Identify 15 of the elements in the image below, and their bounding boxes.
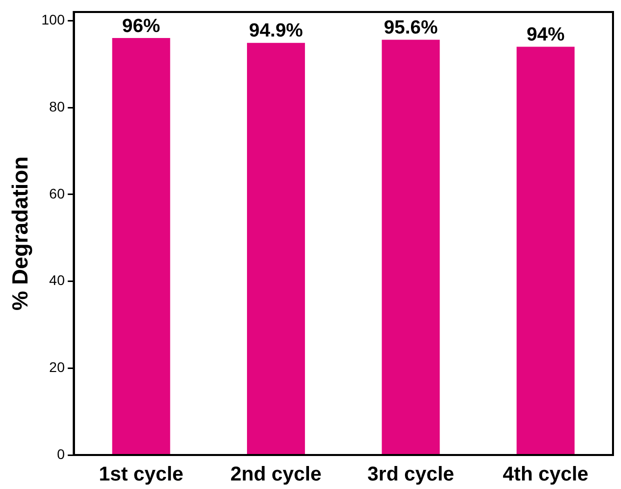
data-label: 96%: [122, 16, 160, 37]
x-tick-label: 4th cycle: [502, 464, 588, 486]
y-tick-label: 60: [49, 185, 65, 202]
data-label: 95.6%: [384, 18, 438, 39]
x-tick-label: 3rd cycle: [367, 464, 454, 486]
x-tick-label: 1st cycle: [98, 464, 184, 486]
y-tick-label: 80: [49, 98, 65, 114]
y-axis-title: % Degradation: [7, 156, 32, 311]
data-label: 94.9%: [249, 20, 304, 42]
y-tick-label: 40: [49, 272, 65, 288]
x-tick-label: 2nd cycle: [230, 464, 322, 486]
y-tick-label: 100: [41, 12, 65, 28]
y-tick-label: 20: [49, 358, 65, 375]
y-tick-label: 0: [56, 446, 65, 462]
data-label: 94%: [526, 24, 565, 46]
